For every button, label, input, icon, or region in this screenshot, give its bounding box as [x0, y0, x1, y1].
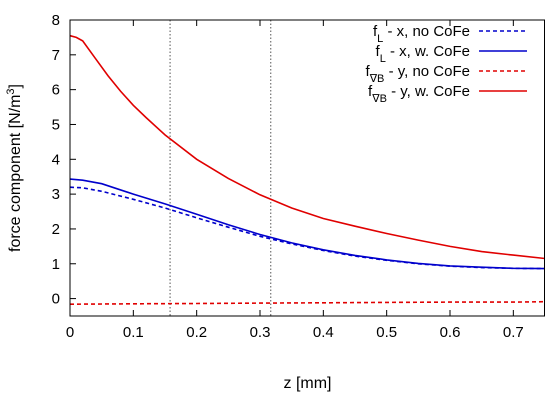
legend-label-2: fL - x, w. CoFe — [376, 43, 470, 65]
x-tick-label: 0.2 — [186, 324, 207, 341]
series-line-3 — [69, 300, 545, 305]
legend-label-4: f∇B - y, w. CoFe — [368, 83, 470, 105]
x-tick-label: 0.5 — [376, 324, 397, 341]
y-tick-label: 8 — [52, 12, 60, 29]
y-tick-label: 2 — [52, 221, 60, 238]
plot-lines — [69, 20, 545, 316]
y-axis-label-superscript: 3 — [5, 88, 17, 94]
legend-label-1: fL - x, no CoFe — [373, 23, 470, 45]
series-line-1 — [69, 186, 545, 270]
y-tick-label: 7 — [52, 47, 60, 64]
x-tick-label: 0.3 — [250, 324, 271, 341]
y-axis-label: force component [N/m3] — [5, 84, 24, 252]
y-axis-label-end: ] — [7, 84, 24, 88]
y-axis-label-main: force component [N/m — [7, 95, 24, 252]
y-tick-label: 3 — [52, 186, 60, 203]
y-tick-label: 6 — [52, 82, 60, 99]
x-axis-label: z [mm] — [284, 375, 332, 392]
axis-ticks — [69, 19, 514, 316]
y-tick-label: 4 — [52, 151, 60, 168]
plot-frame — [69, 19, 545, 317]
y-tick-label: 5 — [52, 116, 60, 133]
x-tick-label: 0.7 — [503, 324, 524, 341]
x-tick-label: 0.6 — [440, 324, 461, 341]
y-tick-label: 1 — [52, 256, 60, 273]
x-tick-label: 0.4 — [313, 324, 334, 341]
series-line-2 — [69, 178, 545, 270]
y-tick-label: 0 — [52, 291, 60, 308]
x-tick-label: 0.1 — [123, 324, 144, 341]
x-tick-label: 0 — [66, 324, 74, 341]
tick-labels: 0 0.1 0.2 0.3 0.4 0.5 0.6 0.7 0 1 2 3 4 5 6 7 8 — [52, 12, 524, 341]
series-line-4 — [69, 34, 545, 260]
legend-label-3: f∇B - y, no CoFe — [366, 63, 470, 85]
